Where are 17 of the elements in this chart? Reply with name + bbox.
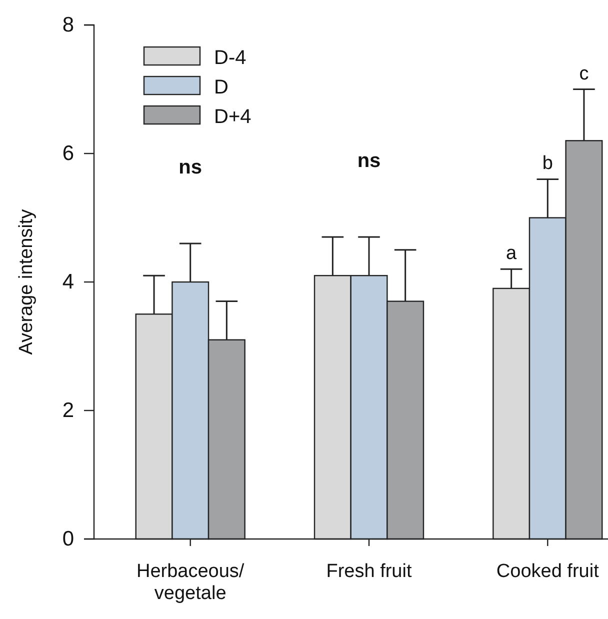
y-tick-label: 6 — [62, 142, 74, 166]
x-tick-label: Fresh fruit — [326, 561, 412, 582]
annotation: a — [506, 243, 518, 264]
annotation: ns — [178, 156, 202, 178]
y-tick-label: 4 — [62, 270, 74, 294]
y-axis-title: Average intensity — [16, 208, 37, 355]
annotation: ns — [357, 150, 381, 172]
annotation: c — [579, 63, 589, 84]
legend-label: D — [214, 76, 228, 98]
x-tick-label: Cooked fruit — [496, 561, 600, 582]
y-tick-label: 8 — [62, 14, 74, 37]
x-tick-label: Herbaceous/ vegetale — [136, 561, 245, 604]
y-tick-label: 2 — [62, 399, 74, 422]
legend-label: D+4 — [214, 106, 252, 128]
y-tick-label: 0 — [62, 528, 74, 551]
legend-label: D-4 — [214, 47, 246, 69]
annotation: b — [542, 153, 553, 174]
